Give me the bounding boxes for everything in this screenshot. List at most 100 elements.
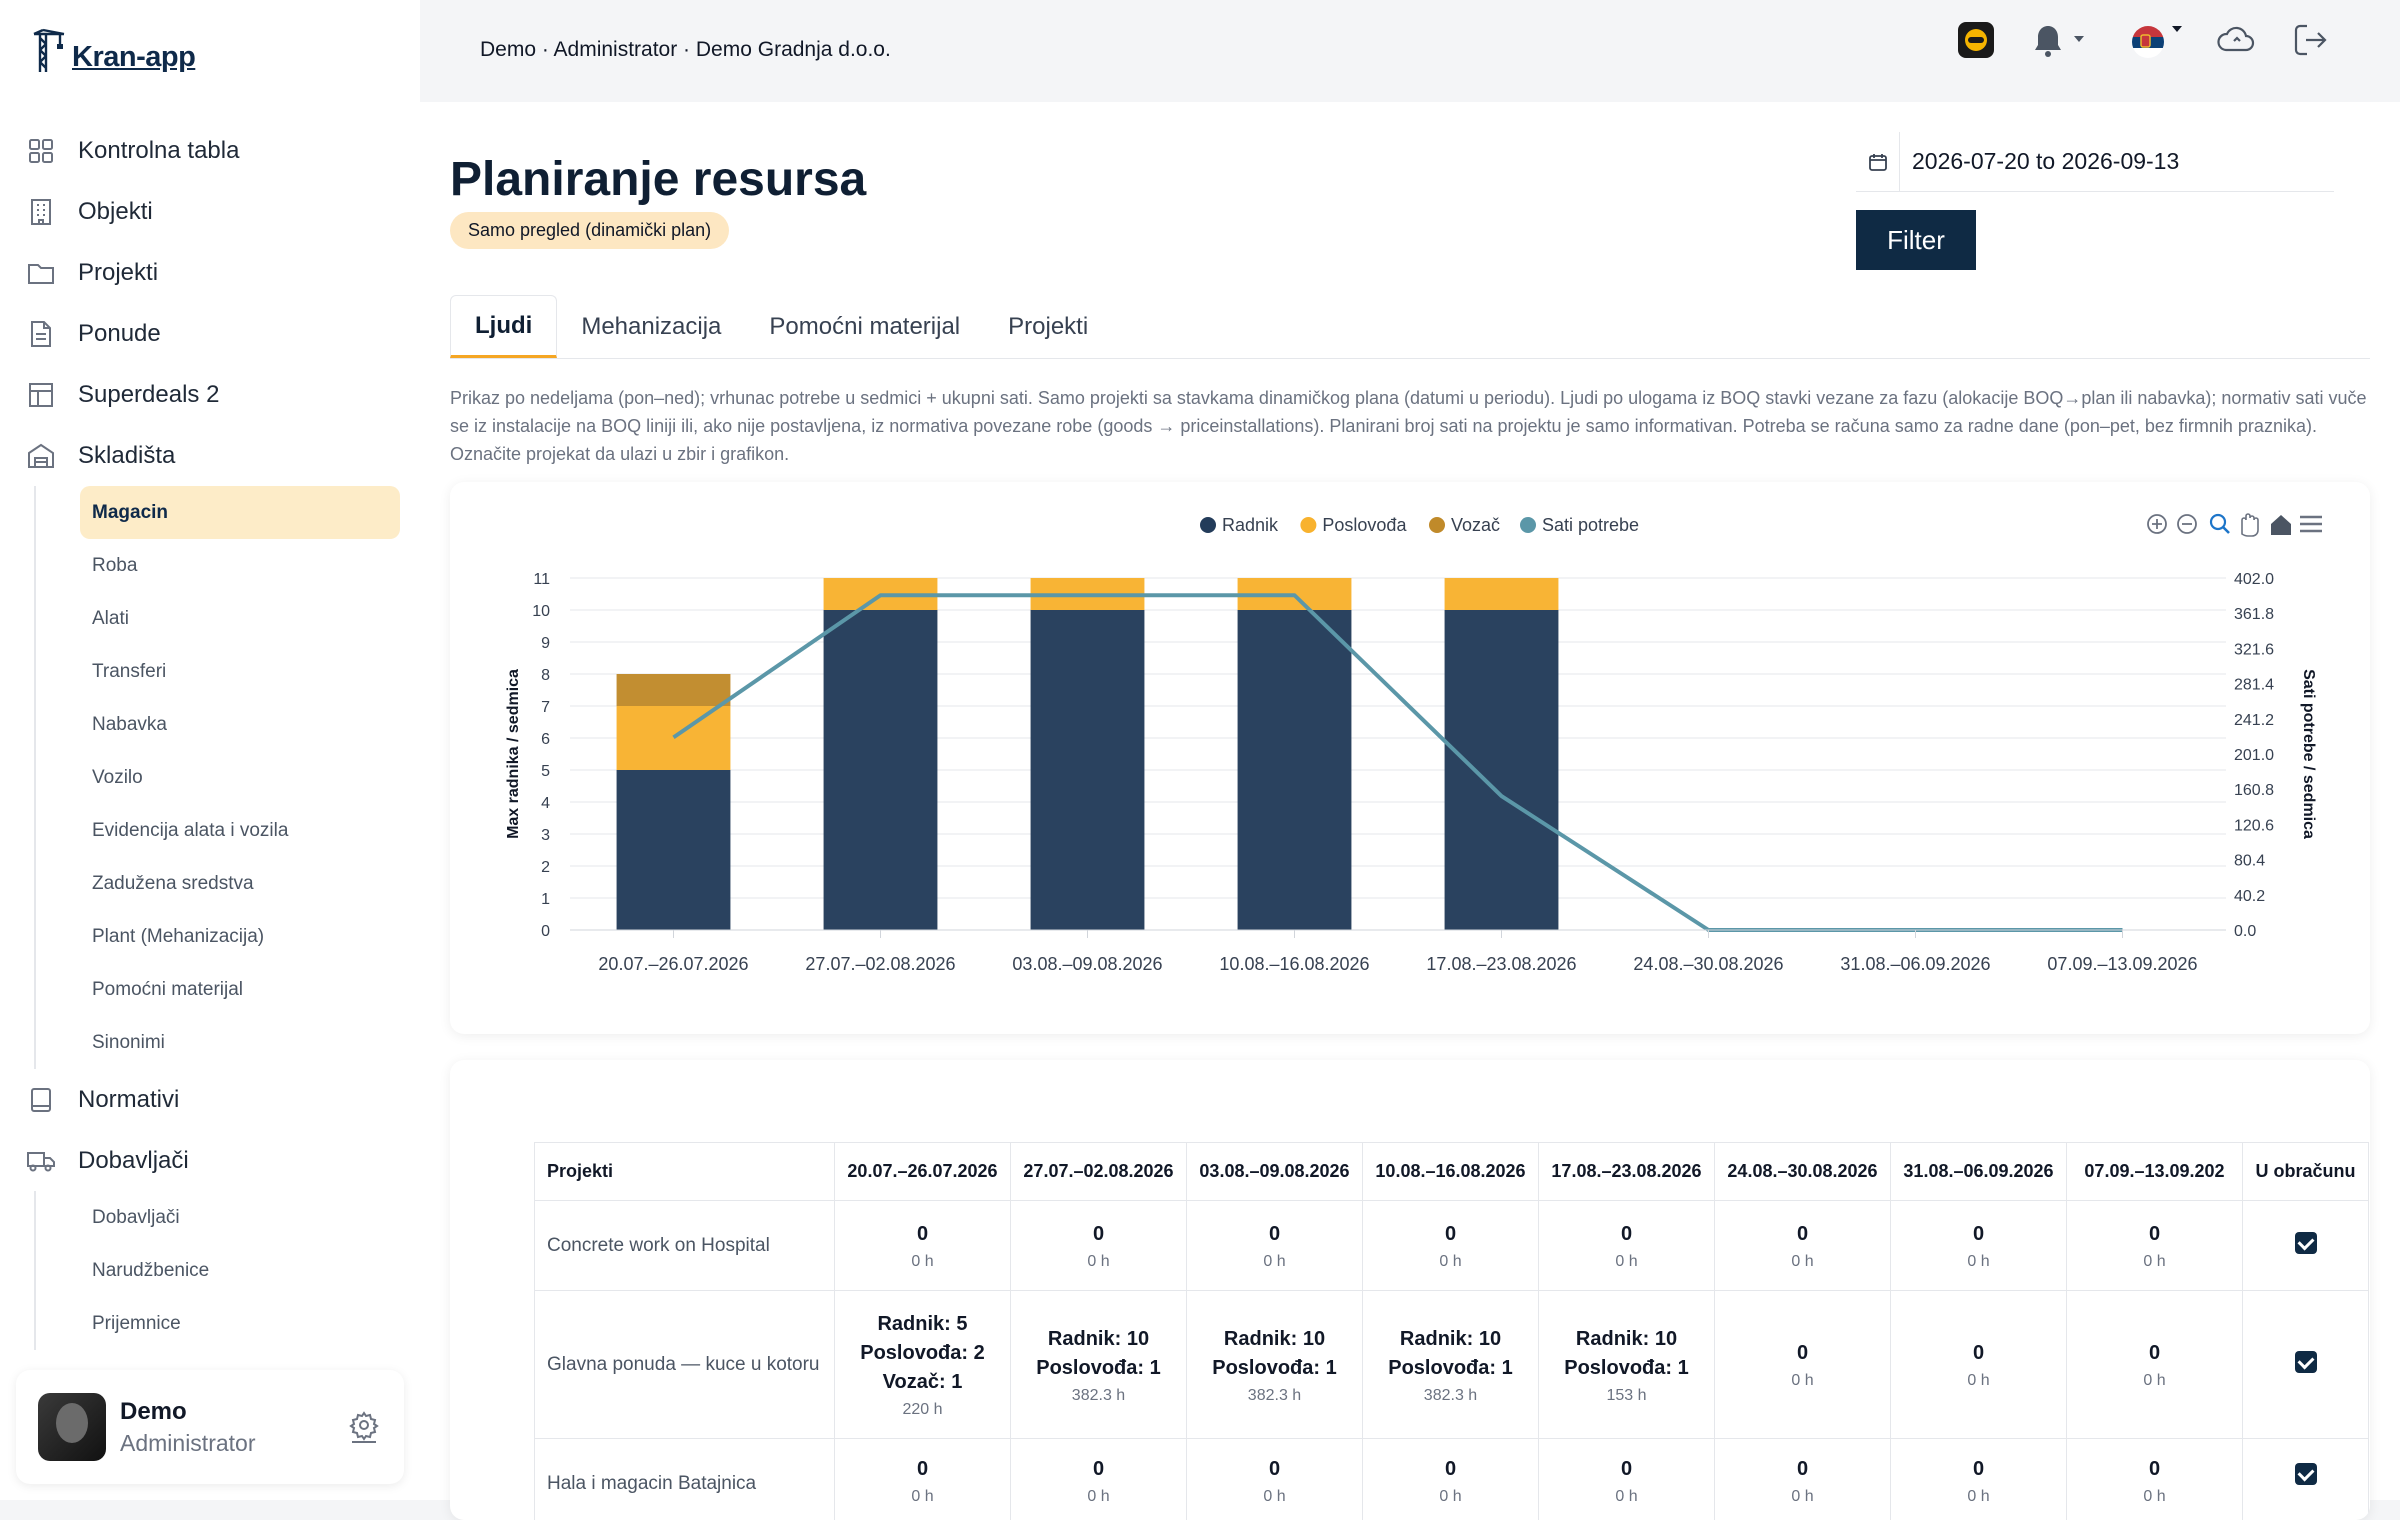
sidebar-item-normativi[interactable]: Normativi: [0, 1069, 420, 1130]
legend-marker: [1200, 517, 1216, 533]
y2-tick-label: 160.8: [2234, 782, 2274, 799]
submenu-item-evidencija[interactable]: Evidencija alata i vozila: [80, 804, 400, 857]
tab-projekti[interactable]: Projekti: [984, 295, 1112, 358]
pan-hand-icon[interactable]: [2242, 514, 2258, 536]
submenu-item-pomocni-materijal[interactable]: Pomoćni materijal: [80, 963, 400, 1016]
sidebar-item-dobavljaci[interactable]: Dobavljači: [0, 1130, 420, 1191]
submenu-item-narudzbenice[interactable]: Narudžbenice: [80, 1244, 400, 1297]
sidebar-item-skladista[interactable]: Skladišta: [0, 425, 420, 486]
submenu-item-dobavljaci[interactable]: Dobavljači: [80, 1191, 400, 1244]
submenu-item-sinonimi[interactable]: Sinonimi: [80, 1016, 400, 1069]
sidebar-item-label: Dobavljači: [78, 1147, 189, 1175]
date-range-input[interactable]: 2026-07-20 to 2026-09-13: [1856, 132, 2334, 192]
column-header-week: 20.07.–26.07.2026: [835, 1143, 1011, 1201]
submenu-item-plant[interactable]: Plant (Mehanizacija): [80, 910, 400, 963]
topbar-actions: [1956, 20, 2330, 60]
include-checkbox[interactable]: [2295, 1463, 2317, 1485]
sidebar-item-superdeals[interactable]: Superdeals 2: [0, 364, 420, 425]
language-flag-icon[interactable]: [2128, 20, 2182, 60]
cell-value: 0: [1012, 1220, 1185, 1249]
submenu-item-alati[interactable]: Alati: [80, 592, 400, 645]
include-checkbox[interactable]: [2295, 1232, 2317, 1254]
legend-marker: [1300, 517, 1316, 533]
zoom-in-icon[interactable]: [2148, 515, 2166, 533]
book-icon: [26, 1085, 56, 1115]
legend-label: Vozač: [1451, 515, 1500, 535]
sidebar-item-ponude[interactable]: Ponude: [0, 303, 420, 364]
submenu-item-zaduzena-sredstva[interactable]: Zadužena sredstva: [80, 857, 400, 910]
bell-icon[interactable]: [2030, 20, 2094, 60]
cell-hours: 0 h: [1188, 1253, 1361, 1271]
y-tick-label: 5: [541, 763, 550, 780]
building-icon: [26, 197, 56, 227]
y2-tick-label: 80.4: [2234, 853, 2265, 870]
submenu-item-transferi[interactable]: Transferi: [80, 645, 400, 698]
sidebar-item-objekti[interactable]: Objekti: [0, 181, 420, 242]
page-title: Planiranje resursa: [450, 152, 866, 207]
x-tick-label: 17.08.–23.08.2026: [1426, 954, 1576, 974]
cell-hours: 0 h: [2068, 1372, 2241, 1390]
u-obracunu-cell: [2243, 1439, 2369, 1520]
project-name-cell[interactable]: Glavna ponuda — kuce u kotoru: [535, 1291, 835, 1439]
y2-tick-label: 361.8: [2234, 606, 2274, 623]
legend-marker: [1520, 517, 1536, 533]
submenu-item-magacin[interactable]: Magacin: [80, 486, 400, 539]
submenu-item-roba[interactable]: Roba: [80, 539, 400, 592]
include-checkbox[interactable]: [2295, 1351, 2317, 1373]
sidebar-item-projekti[interactable]: Projekti: [0, 242, 420, 303]
project-name-cell[interactable]: Concrete work on Hospital: [535, 1201, 835, 1291]
logout-icon[interactable]: [2290, 20, 2330, 60]
user-role: Administrator: [120, 1430, 255, 1457]
submenu-item-nabavka[interactable]: Nabavka: [80, 698, 400, 751]
tab-pomocni-materijal[interactable]: Pomoćni materijal: [745, 295, 984, 358]
user-card[interactable]: Demo Administrator: [16, 1370, 404, 1484]
sidebar-item-kontrolna-tabla[interactable]: Kontrolna tabla: [0, 120, 420, 181]
menu-icon[interactable]: [2300, 517, 2322, 531]
y2-tick-label: 0.0: [2234, 923, 2256, 940]
y2-tick-label: 120.6: [2234, 817, 2274, 834]
gear-icon[interactable]: [348, 1410, 380, 1449]
cell-value: 0: [1716, 1339, 1889, 1368]
app-logo[interactable]: Kran-app: [30, 28, 195, 74]
cloud-sync-icon[interactable]: [2216, 20, 2256, 60]
tab-ljudi[interactable]: Ljudi: [450, 295, 557, 358]
y-tick-label: 1: [541, 891, 550, 908]
cell-value: Radnik: 10: [1364, 1325, 1537, 1354]
table-icon: [26, 380, 56, 410]
project-name-cell[interactable]: Hala i magacin Batajnica: [535, 1439, 835, 1520]
chart-toolbar: [2148, 514, 2322, 536]
tab-mehanizacija[interactable]: Mehanizacija: [557, 295, 745, 358]
cell-hours: 0 h: [1716, 1372, 1889, 1390]
avatar: [38, 1393, 106, 1461]
zoom-out-icon[interactable]: [2178, 515, 2196, 533]
date-range-value: 2026-07-20 to 2026-09-13: [1900, 148, 2179, 175]
x-tick-label: 10.08.–16.08.2026: [1219, 954, 1369, 974]
cell-hours: 382.3 h: [1012, 1387, 1185, 1405]
legend-label: Sati potrebe: [1542, 515, 1639, 535]
submenu-item-vozilo[interactable]: Vozilo: [80, 751, 400, 804]
logo-text: Kran-app: [72, 41, 195, 74]
home-icon[interactable]: [2271, 515, 2291, 535]
cell-value: 0: [2068, 1339, 2241, 1368]
filter-button[interactable]: Filter: [1856, 210, 1976, 270]
cell-value: Radnik: 10: [1188, 1325, 1361, 1354]
legend-marker: [1429, 517, 1445, 533]
x-tick-label: 03.08.–09.08.2026: [1012, 954, 1162, 974]
magnify-icon[interactable]: [2211, 515, 2229, 533]
submenu-item-prijemnice[interactable]: Prijemnice: [80, 1297, 400, 1350]
legend-label: Radnik: [1222, 515, 1279, 535]
app-badge-icon[interactable]: [1956, 20, 1996, 60]
cell-value: 0: [1364, 1220, 1537, 1249]
